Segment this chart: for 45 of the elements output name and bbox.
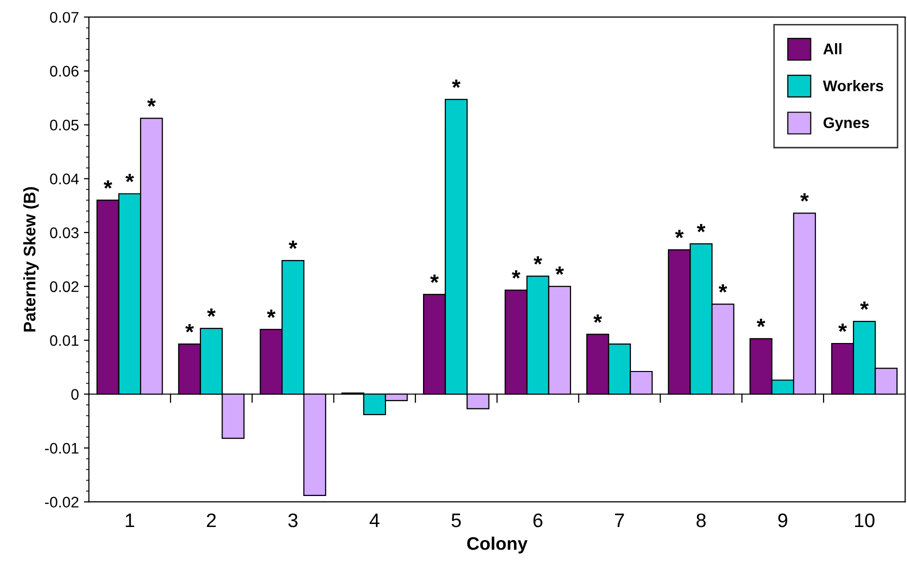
y-tick-label: 0.06: [50, 66, 78, 77]
data-label: *: [288, 240, 298, 249]
y-axis-title: Paternity Skew (B): [23, 187, 39, 332]
x-tick-label: 2: [206, 513, 216, 528]
y-tick-label: 0.02: [50, 281, 78, 292]
y-tick-label: 0.04: [50, 174, 79, 184]
x-tick-label: 6: [533, 513, 542, 528]
x-tick-label: 5: [452, 514, 461, 528]
data-label: *: [125, 174, 134, 182]
data-label: *: [534, 256, 542, 265]
x-tick-label: 10: [855, 513, 874, 528]
data-label: *: [512, 270, 520, 279]
x-tick-label: 9: [778, 513, 788, 528]
legend-label: Gynes: [824, 117, 870, 132]
x-tick-label: 8: [696, 513, 706, 528]
y-tick-label: -0.01: [45, 442, 78, 454]
data-label: *: [104, 180, 112, 189]
data-label: *: [593, 314, 602, 323]
data-label: *: [756, 318, 766, 328]
data-label: *: [838, 324, 847, 332]
data-label: *: [800, 193, 809, 202]
data-label: *: [860, 302, 869, 310]
legend-label: All: [823, 43, 842, 54]
data-label: *: [430, 274, 439, 283]
data-label: *: [147, 98, 156, 107]
data-label: *: [675, 230, 684, 238]
data-label: *: [696, 224, 706, 232]
data-label: *: [207, 308, 216, 317]
y-tick-label: 0.07: [50, 12, 78, 23]
x-tick-label: 4: [370, 514, 380, 528]
legend-label: Workers: [822, 80, 884, 92]
x-tick-label: 7: [615, 514, 624, 528]
data-label: *: [452, 80, 461, 88]
y-tick-label: 0.01: [50, 335, 78, 346]
y-tick-label: 0.05: [50, 120, 79, 130]
data-label: *: [718, 284, 728, 293]
data-label: *: [555, 266, 564, 275]
x-tick-label: 3: [288, 513, 298, 528]
data-label: *: [185, 324, 194, 332]
x-axis-title: Colony: [467, 536, 528, 554]
y-tick-label: 0: [71, 388, 79, 400]
y-tick-label: -0.02: [45, 496, 78, 508]
x-tick-label: 1: [126, 514, 134, 528]
y-tick-label: 0.03: [50, 227, 78, 238]
data-label: *: [266, 310, 276, 318]
